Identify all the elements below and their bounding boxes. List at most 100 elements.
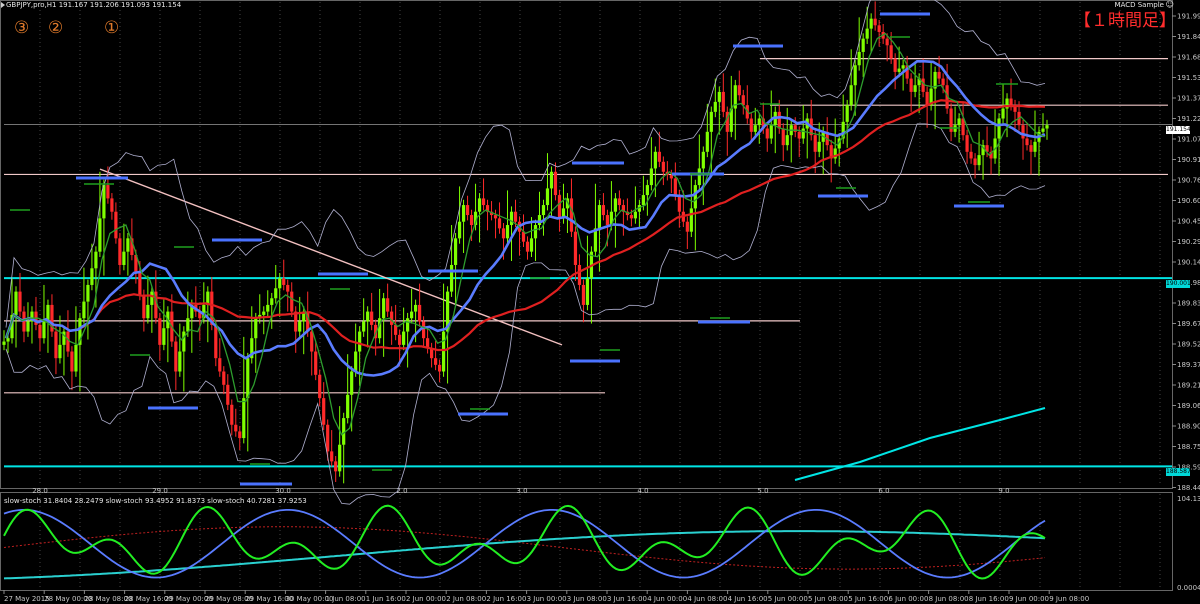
candle-body bbox=[174, 341, 178, 372]
candle-body bbox=[521, 231, 526, 242]
candle-body bbox=[845, 105, 849, 122]
price-tick-label: 191.840 bbox=[1177, 33, 1200, 41]
candle-body bbox=[481, 198, 486, 206]
candle-body bbox=[513, 211, 518, 222]
time-label: 29 May 08:00 bbox=[205, 595, 253, 603]
candle-body bbox=[873, 18, 877, 26]
candle-body bbox=[793, 125, 797, 132]
candle-body bbox=[893, 58, 897, 72]
candle-body bbox=[713, 101, 717, 112]
price-tick-label: 190.915 bbox=[1177, 156, 1200, 164]
candle-body bbox=[334, 461, 338, 472]
price-tick-label: 189.060 bbox=[1177, 402, 1200, 410]
candle-body bbox=[509, 211, 514, 226]
candle-body bbox=[306, 311, 310, 332]
candle-body bbox=[573, 231, 578, 265]
candle-body bbox=[437, 364, 442, 372]
current-price-tag: 191.154 bbox=[1166, 126, 1191, 134]
candle-body bbox=[218, 358, 222, 372]
candle-body bbox=[114, 211, 118, 239]
candle-body bbox=[937, 71, 941, 79]
candle-body bbox=[202, 304, 206, 319]
time-label: 8 Jun 08:00 bbox=[929, 595, 969, 603]
candle-body bbox=[146, 304, 150, 319]
candle-body bbox=[801, 128, 805, 139]
candle-body bbox=[110, 198, 114, 212]
candle-body bbox=[386, 298, 390, 312]
candle-body bbox=[98, 218, 102, 252]
candle-body bbox=[445, 291, 450, 332]
candle-body bbox=[693, 185, 697, 209]
oscillator-title: slow-stoch 31.8404 28.2479 slow-stoch 93… bbox=[4, 497, 307, 505]
candle-body bbox=[921, 78, 925, 92]
candle-body bbox=[86, 284, 90, 302]
candle-body bbox=[1009, 98, 1013, 106]
candle-body bbox=[557, 195, 562, 219]
candle-body bbox=[142, 294, 146, 319]
day-label: 2.0 bbox=[396, 487, 407, 495]
time-label: 1 Jun 16:00 bbox=[366, 595, 406, 603]
candle-body bbox=[909, 78, 913, 92]
candle-body bbox=[362, 321, 366, 332]
candle-body bbox=[829, 145, 833, 159]
trend-line bbox=[99, 168, 563, 346]
candle-body bbox=[162, 328, 166, 345]
candle-body bbox=[969, 151, 973, 159]
time-label: 5 Jun 08:00 bbox=[808, 595, 848, 603]
candle-body bbox=[1025, 138, 1029, 146]
candle-body bbox=[461, 205, 466, 222]
candle-body bbox=[230, 404, 234, 425]
candle-body bbox=[122, 251, 126, 265]
candle-body bbox=[2, 341, 6, 345]
candle-body bbox=[897, 68, 901, 72]
time-label: 28 May 16:00 bbox=[125, 595, 173, 603]
candle-body bbox=[1029, 145, 1033, 152]
price-tick-label: 191.995 bbox=[1177, 13, 1200, 21]
candle-body bbox=[326, 424, 330, 452]
time-label: 9 Jun 08:00 bbox=[1049, 595, 1089, 603]
candle-body bbox=[765, 128, 769, 139]
candle-body bbox=[761, 118, 765, 129]
candle-body bbox=[477, 198, 482, 212]
candle-body bbox=[653, 151, 657, 169]
candle-body bbox=[1041, 128, 1045, 132]
timeframe-label: 【１時間足】 bbox=[1074, 11, 1176, 31]
time-label: 4 Jun 16:00 bbox=[728, 595, 768, 603]
candle-body bbox=[861, 38, 865, 52]
candle-body bbox=[549, 171, 554, 189]
candle-body bbox=[150, 291, 154, 305]
candle-body bbox=[318, 374, 322, 399]
candle-body bbox=[989, 151, 993, 159]
candle-body bbox=[78, 318, 82, 345]
candle-body bbox=[254, 318, 258, 339]
candle-body bbox=[186, 318, 190, 332]
price-tick-label: 191.070 bbox=[1177, 136, 1200, 144]
bollinger-upper-band bbox=[5, 0, 1046, 328]
candle-body bbox=[837, 138, 841, 149]
osc-axis-top-label: 104.136 bbox=[1177, 495, 1200, 503]
candle-body bbox=[30, 311, 34, 322]
price-tick-label: 189.525 bbox=[1177, 341, 1200, 349]
candle-body bbox=[857, 51, 861, 66]
candle-body bbox=[282, 278, 286, 285]
candle-body bbox=[402, 331, 406, 345]
candle-body bbox=[537, 215, 542, 226]
candle-body bbox=[813, 135, 817, 152]
candle-body bbox=[689, 208, 693, 232]
candle-body bbox=[917, 78, 921, 86]
candle-body bbox=[433, 358, 438, 365]
price-tick-label: 189.675 bbox=[1177, 320, 1200, 328]
candle-body bbox=[889, 45, 893, 59]
candle-body bbox=[418, 304, 422, 322]
candle-body bbox=[425, 338, 430, 349]
candle-body bbox=[505, 225, 510, 239]
time-label: 29 May 00:00 bbox=[165, 595, 213, 603]
candle-body bbox=[22, 311, 26, 332]
candle-body bbox=[214, 324, 218, 359]
candle-body bbox=[973, 158, 977, 166]
chart-title: GBPJPY,pro,H1 191.167 191.206 191.093 19… bbox=[6, 1, 182, 9]
candle-body bbox=[777, 111, 781, 129]
price-tick-label: 189.215 bbox=[1177, 382, 1200, 390]
candle-body bbox=[198, 311, 202, 319]
